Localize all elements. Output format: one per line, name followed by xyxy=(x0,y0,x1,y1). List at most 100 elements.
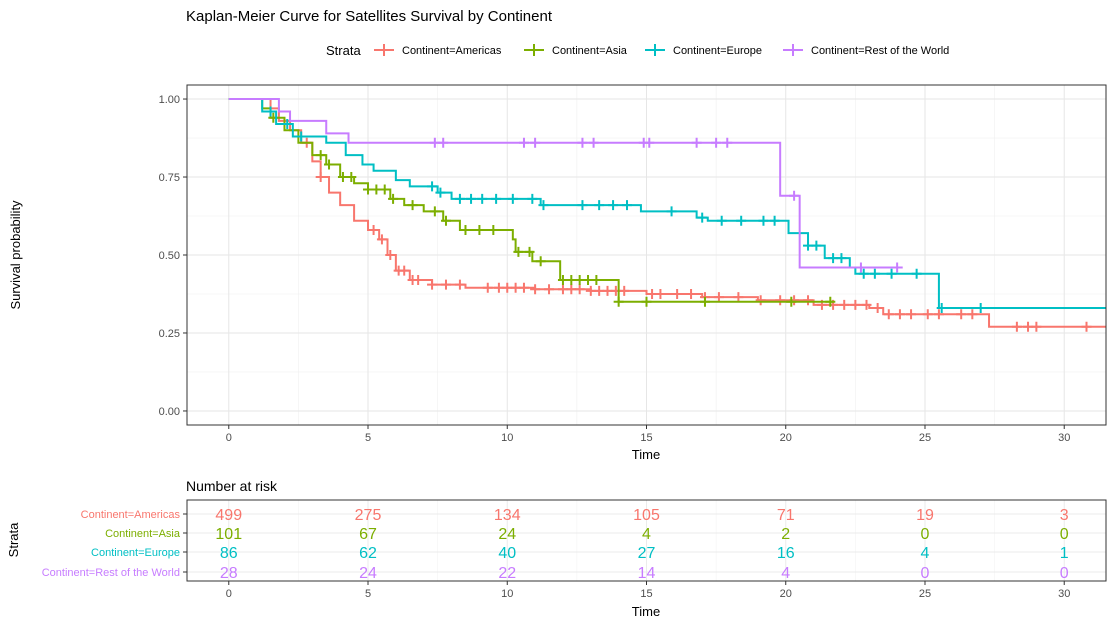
risk-count-cell: 24 xyxy=(359,565,377,582)
legend-label: Continent=Americas xyxy=(402,45,502,57)
chart-title: Kaplan-Meier Curve for Satellites Surviv… xyxy=(186,8,553,25)
risk-count-cell: 4 xyxy=(781,565,790,582)
censor-mark xyxy=(613,296,624,307)
censor-mark xyxy=(839,299,850,310)
risk-count-cell: 4 xyxy=(642,526,651,543)
km-curve-line xyxy=(228,98,1106,310)
legend-label: Continent=Europe xyxy=(673,45,762,57)
censor-mark xyxy=(1011,321,1022,332)
risk-count-cell: 27 xyxy=(638,545,656,562)
censor-mark xyxy=(438,137,449,148)
risk-count-cell: 0 xyxy=(921,565,930,582)
censor-mark xyxy=(922,309,933,320)
censor-mark xyxy=(440,279,451,290)
censor-mark xyxy=(975,303,986,314)
censor-mark xyxy=(427,181,438,192)
censor-mark xyxy=(828,253,839,264)
censor-mark xyxy=(608,200,619,211)
risk-row-2: Continent=Europe 86 62 40 27 16 4 1 xyxy=(91,545,1069,562)
x-tick-label: 10 xyxy=(501,432,513,444)
x-tick-label: 5 xyxy=(365,432,371,444)
censor-mark xyxy=(588,137,599,148)
censor-mark xyxy=(672,288,683,299)
y-tick-label: 0.75 xyxy=(159,172,180,184)
risk-count-cell: 86 xyxy=(220,545,238,562)
censor-mark xyxy=(413,274,424,285)
risk-row-1: Continent=Asia 101 67 24 4 2 0 0 xyxy=(105,526,1069,543)
risk-count-cell: 0 xyxy=(1060,565,1069,582)
censor-mark xyxy=(265,106,276,117)
risk-row-0: Continent=Americas 499 275 134 105 71 19 3 xyxy=(81,507,1069,524)
censor-mark xyxy=(346,172,357,183)
censor-mark xyxy=(296,131,307,142)
censor-mark xyxy=(379,184,390,195)
censor-mark xyxy=(1081,321,1092,332)
censor-mark xyxy=(836,253,847,264)
censor-mark xyxy=(368,225,379,236)
censor-mark xyxy=(440,215,451,226)
risk-count-cell: 499 xyxy=(215,507,242,524)
censor-mark xyxy=(666,206,677,217)
risk-count-cell: 71 xyxy=(777,507,795,524)
censor-mark xyxy=(460,225,471,236)
risk-count-cell: 62 xyxy=(359,545,377,562)
censor-mark xyxy=(861,299,872,310)
km-series-2 xyxy=(228,98,1106,314)
x-tick-label: 25 xyxy=(919,432,931,444)
censor-mark xyxy=(936,303,947,314)
censor-mark xyxy=(583,274,594,285)
censor-mark xyxy=(399,265,410,276)
censor-mark xyxy=(655,288,666,299)
censor-mark xyxy=(324,159,335,170)
censor-mark xyxy=(622,200,633,211)
censor-mark xyxy=(591,274,602,285)
censor-mark xyxy=(956,309,967,320)
censor-mark xyxy=(527,193,538,204)
km-series-0 xyxy=(228,98,1106,332)
censor-mark xyxy=(911,268,922,279)
censor-mark xyxy=(429,206,440,217)
x-tick-label: 15 xyxy=(640,432,652,444)
censor-mark xyxy=(758,215,769,226)
censor-mark xyxy=(557,274,568,285)
censor-mark xyxy=(566,284,577,295)
censor-mark xyxy=(577,200,588,211)
risk-count-cell: 275 xyxy=(355,507,382,524)
censor-mark xyxy=(530,137,541,148)
censor-mark xyxy=(538,200,549,211)
censor-mark xyxy=(1023,321,1034,332)
risk-x-tick-label: 30 xyxy=(1058,588,1070,600)
risk-count-cell: 28 xyxy=(220,565,238,582)
censor-mark xyxy=(894,309,905,320)
censor-mark xyxy=(518,137,529,148)
risk-count-cell: 40 xyxy=(498,545,516,562)
censor-mark xyxy=(363,184,374,195)
risk-table-title: Number at risk xyxy=(186,478,278,494)
x-tick-label: 0 xyxy=(226,432,232,444)
risk-panel-border xyxy=(186,499,1107,582)
censor-mark xyxy=(858,268,869,279)
censor-mark xyxy=(557,284,568,295)
censor-mark xyxy=(574,284,585,295)
censor-mark xyxy=(407,200,418,211)
censor-mark xyxy=(906,309,917,320)
x-tick-label: 30 xyxy=(1058,432,1070,444)
risk-count-cell: 3 xyxy=(1060,507,1069,524)
legend-item-rest-of-world: Continent=Rest of the World xyxy=(783,44,949,57)
censor-mark xyxy=(530,284,541,295)
legend: Strata Continent=Americas Continent=Asia… xyxy=(326,43,949,58)
censor-mark xyxy=(510,282,521,293)
censor-mark xyxy=(493,282,504,293)
km-plot-panel: 0 5 10 15 20 25 30 0.00 0.25 0.50 0.75 1.00 xyxy=(159,84,1107,444)
x-axis-label: Time xyxy=(632,447,660,462)
y-axis-label: Survival probability xyxy=(8,200,23,310)
risk-table-y-label: Strata xyxy=(6,522,21,557)
km-panel-border xyxy=(186,84,1107,426)
censor-mark xyxy=(376,234,387,245)
censor-mark xyxy=(488,225,499,236)
x-tick-label: 20 xyxy=(780,432,792,444)
risk-row-label: Continent=Americas xyxy=(81,509,181,521)
censor-mark xyxy=(855,262,866,273)
censor-mark xyxy=(594,200,605,211)
